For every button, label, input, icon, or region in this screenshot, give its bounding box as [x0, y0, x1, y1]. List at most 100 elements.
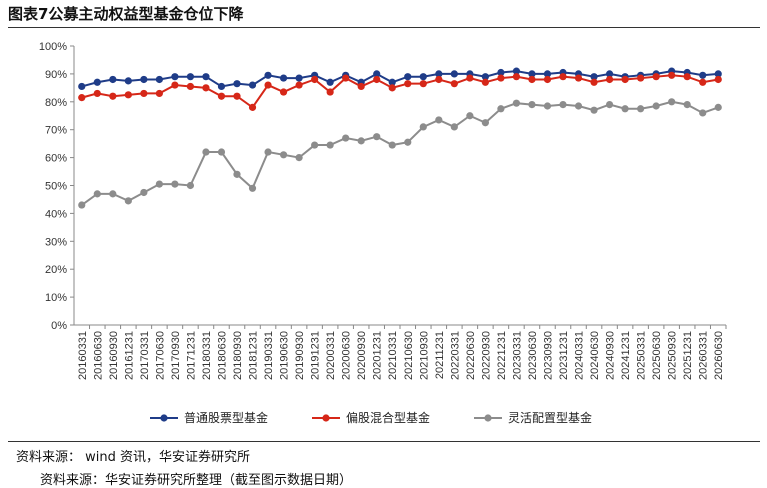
data-point-2-38 [668, 98, 676, 106]
chart-title: 图表7公募主动权益型基金仓位下降 [8, 5, 244, 23]
x-tick-label: 20160630 [92, 331, 104, 380]
data-point-1-35 [621, 75, 629, 84]
data-point-2-4 [140, 188, 148, 197]
x-tick-label: 20260630 [713, 331, 725, 380]
x-tick-label: 20221231 [496, 331, 508, 380]
x-tick-label: 20210331 [387, 331, 399, 380]
data-point-1-26 [481, 78, 489, 86]
x-tick-label: 20210930 [418, 331, 430, 380]
data-point-1-31 [559, 73, 567, 81]
data-point-0-33 [590, 73, 598, 81]
data-point-1-11 [248, 103, 257, 111]
x-tick-label: 20191231 [310, 331, 322, 380]
line-chart: 0% 10% 20% 30% 40% 50% 60% 70% 80% 90% 100% 201603… [39, 41, 727, 425]
data-point-2-25 [466, 112, 474, 120]
data-point-2-3 [124, 197, 132, 205]
data-point-1-19 [373, 75, 381, 84]
data-point-1-18 [357, 82, 365, 91]
data-point-2-11 [248, 184, 257, 192]
x-tick-label: 20240331 [574, 331, 586, 380]
x-tick-label: 20251231 [682, 331, 694, 380]
y-tick-label: 100% [39, 41, 67, 53]
data-point-2-1 [93, 190, 101, 198]
data-point-2-7 [186, 181, 195, 190]
data-point-2-15 [311, 141, 319, 149]
data-point-2-30 [543, 102, 552, 110]
data-point-1-39 [683, 73, 691, 81]
data-point-1-33 [590, 78, 598, 86]
data-point-0-9 [217, 82, 226, 91]
data-point-1-3 [124, 91, 132, 99]
data-point-2-24 [450, 123, 458, 131]
x-tick-label: 20161231 [123, 331, 135, 380]
x-tick-label: 20250630 [651, 331, 663, 380]
x-tick-label: 20240630 [589, 331, 601, 380]
data-point-1-22 [419, 80, 427, 88]
x-tick-label: 20190630 [279, 331, 291, 380]
bottom-rule [8, 441, 760, 442]
x-tick-label: 20180331 [201, 331, 213, 380]
data-point-2-27 [497, 105, 505, 113]
x-tick-label: 20210630 [403, 331, 415, 380]
data-point-2-40 [699, 109, 707, 117]
data-point-0-4 [140, 75, 148, 84]
y-tick-label: 10% [45, 292, 67, 304]
data-point-1-7 [186, 82, 195, 91]
top-rule [8, 27, 760, 28]
data-point-0-12 [264, 71, 272, 79]
x-tick-label: 20170331 [139, 331, 151, 380]
data-point-0-27 [497, 68, 505, 77]
x-tick-label: 20230630 [527, 331, 539, 380]
data-point-2-0 [78, 201, 86, 209]
data-point-2-23 [435, 116, 443, 124]
y-tick-label: 60% [45, 153, 67, 165]
data-point-1-24 [450, 80, 458, 88]
x-tick-label: 20220630 [465, 331, 477, 380]
data-point-2-26 [481, 119, 489, 127]
data-point-0-6 [171, 73, 179, 81]
data-point-1-25 [466, 74, 474, 82]
y-tick-label: 80% [45, 97, 67, 109]
data-point-1-41 [714, 75, 722, 84]
data-point-1-34 [605, 75, 614, 84]
y-tick-label: 90% [45, 69, 67, 81]
data-point-1-2 [109, 92, 117, 100]
x-tick-label: 20200630 [341, 331, 353, 380]
legend-marker-1 [322, 414, 330, 422]
legend-marker-2 [484, 414, 492, 422]
data-point-0-0 [78, 82, 86, 91]
data-point-1-9 [217, 92, 226, 100]
x-tick-label: 20181231 [248, 331, 260, 380]
data-point-1-15 [311, 75, 319, 84]
x-tick-label: 20201231 [372, 331, 384, 380]
data-point-1-20 [388, 84, 396, 92]
data-point-1-13 [279, 88, 288, 96]
data-point-2-39 [683, 100, 691, 109]
data-point-2-22 [419, 123, 427, 131]
data-point-2-20 [388, 141, 396, 149]
data-point-0-1 [93, 78, 101, 86]
data-point-0-8 [202, 73, 210, 81]
data-point-2-9 [217, 148, 226, 156]
x-tick-label: 20230930 [542, 331, 554, 380]
legend-label-2: 灵活配置型基金 [508, 410, 592, 425]
data-point-2-2 [109, 190, 117, 198]
chart-legend: 普通股票型基金 偏股混合型基金 灵活配置型基金 [150, 410, 592, 425]
x-tick-label: 20171231 [185, 331, 197, 380]
chart-series [78, 67, 722, 209]
x-tick-label: 20190930 [294, 331, 306, 380]
legend-label-0: 普通股票型基金 [184, 410, 268, 425]
data-point-0-16 [326, 78, 334, 86]
x-tick-label: 20240930 [605, 331, 617, 380]
data-point-0-11 [248, 81, 257, 89]
data-point-2-41 [714, 103, 722, 111]
data-point-1-37 [652, 73, 660, 81]
data-point-1-28 [512, 73, 521, 81]
data-point-2-8 [202, 148, 210, 156]
x-tick-label: 20200930 [356, 331, 368, 380]
data-point-2-37 [652, 102, 660, 110]
data-point-2-29 [528, 100, 536, 109]
data-point-0-3 [124, 77, 132, 85]
data-point-1-1 [93, 89, 101, 98]
x-tick-label: 20160930 [108, 331, 120, 380]
